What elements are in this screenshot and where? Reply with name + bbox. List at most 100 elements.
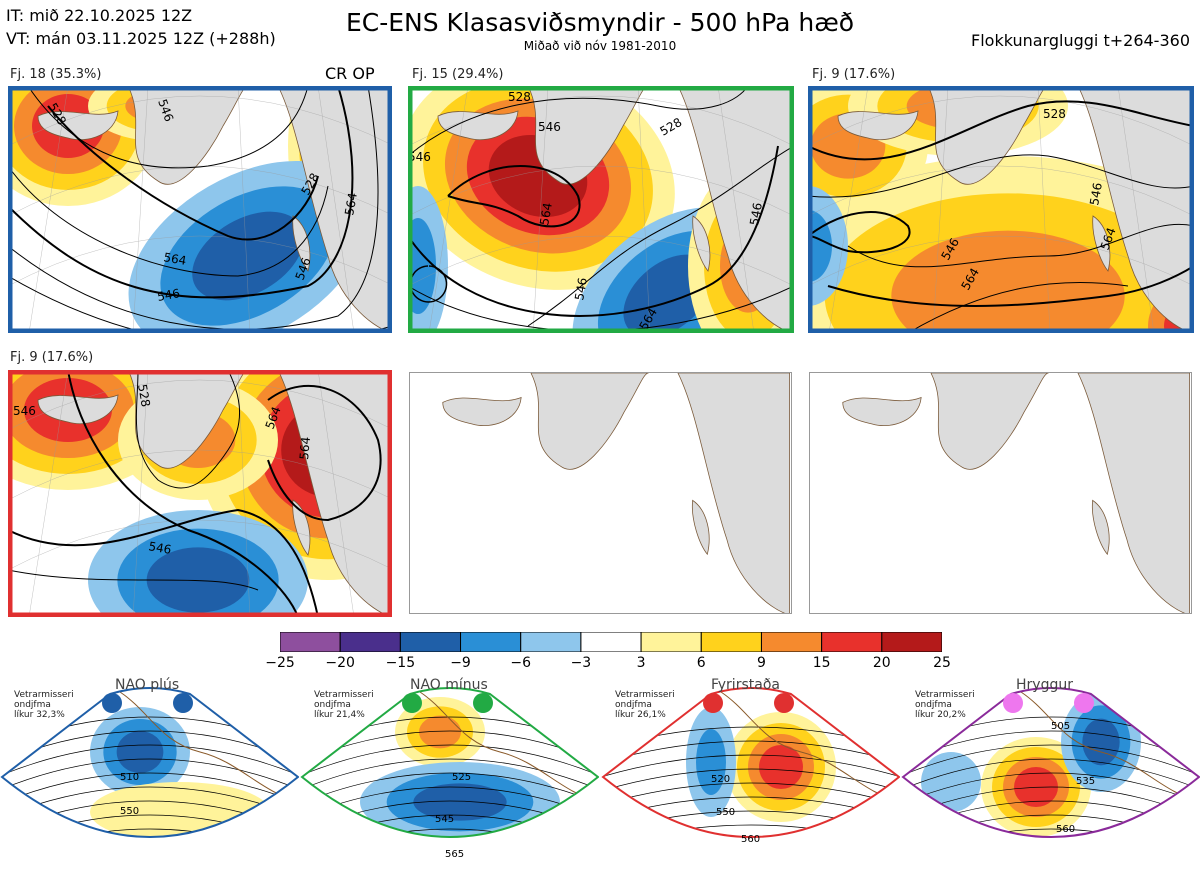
contour-label: 546 [408, 150, 431, 164]
colorbar-swatch [339, 631, 401, 653]
regime-note: Vetrarmisseri [915, 690, 975, 700]
regime-contour-label: 565 [445, 849, 464, 860]
colorbar-tick: −20 [325, 655, 355, 671]
colorbar-swatch [399, 631, 462, 653]
empty-map-svg [842, 373, 1191, 613]
colorbar-tick: −6 [510, 655, 532, 671]
panel-4-label: Fj. 9 (17.6%) [10, 350, 94, 365]
colorbar-tick: 3 [636, 655, 646, 671]
regime-note: líkur 21,4% [314, 710, 365, 720]
regime-contour-label: 550 [120, 806, 139, 817]
colorbar-tick: −25 [265, 655, 295, 671]
header-info: IT: mið 22.10.2025 12Z VT: mán 03.11.202… [6, 4, 276, 50]
colorbar-tick: 25 [933, 655, 951, 671]
regime-contour-label: 560 [741, 834, 760, 845]
colorbar-tick: −3 [570, 655, 592, 671]
regime-map-svg: 505 535 560 [901, 687, 1200, 838]
regime-panel: 505 535 560 Hryggur Vetrarmisseri ondjfma líku… [901, 672, 1200, 871]
regime-title: Hryggur [1016, 677, 1073, 693]
issue-time: IT: mið 22.10.2025 12Z [6, 6, 193, 25]
colorbar-swatch [520, 631, 582, 653]
empty-map-svg [442, 373, 791, 613]
contour-label: 546 [538, 120, 561, 134]
regime-contour-label: 560 [1056, 824, 1075, 835]
regime-center-dot [774, 693, 794, 713]
contour-label: 564 [342, 192, 360, 217]
regime-title: NAO plús [115, 677, 180, 693]
contour-label: 546 [147, 539, 172, 557]
regime-contour-label: 505 [1051, 721, 1070, 732]
colorbar-tick: 9 [756, 655, 766, 671]
regime-contour-label: 550 [716, 807, 735, 818]
contour-label: 546 [1087, 182, 1105, 207]
panel-2-label: Fj. 15 (29.4%) [412, 67, 504, 82]
regime-title: Fyrirstaða [711, 677, 780, 693]
contour-label: 564 [162, 250, 187, 268]
regime-center-dot [173, 693, 193, 713]
contour-label: 564 [297, 436, 313, 460]
regime-map-svg: 520 550 560 [601, 687, 901, 845]
regime-contour-label: 545 [435, 814, 454, 825]
regime-map-svg: 510 550 [0, 687, 300, 838]
contour-label: 564 [537, 202, 555, 227]
colorbar-tick: 20 [872, 655, 891, 671]
regime-center-dot [402, 693, 422, 713]
regime-center-dot [102, 693, 122, 713]
regime-center-dot [1003, 693, 1023, 713]
regime-center-dot [1074, 693, 1094, 713]
regime-contour-label: 525 [452, 772, 471, 783]
contour-label: 528 [658, 115, 685, 139]
classification-window: Flokkunargluggi t+264-360 [971, 31, 1190, 50]
regime-contour-label: 510 [120, 772, 139, 783]
panel-3-label: Fj. 9 (17.6%) [812, 67, 896, 82]
colorbar-swatch [279, 631, 341, 653]
regime-note: Vetrarmisseri [615, 690, 675, 700]
colorbar-swatch [580, 631, 642, 653]
contour-label: 546 [747, 202, 765, 227]
valid-time: VT: mán 03.11.2025 12Z (+288h) [6, 29, 276, 48]
chart-subtitle: Miðað við nóv 1981-2010 [523, 39, 677, 53]
cluster-map-2: 528 546 528 564 546 546 546 564 [408, 86, 794, 333]
regime-contour-label: 535 [1076, 776, 1095, 787]
panel-1-crop: CR OP [325, 64, 375, 83]
regime-note: líkur 32,3% [14, 710, 65, 720]
colorbar-swatch [881, 631, 943, 653]
cluster-map-3: 528 546 546 564 564 [808, 86, 1194, 333]
cluster-map-1: 528 546 564 528 546 546 564 [8, 86, 392, 333]
colorbar-tick: −15 [385, 655, 416, 671]
regime-center-dot [703, 693, 723, 713]
regime-note: Vetrarmisseri [14, 690, 74, 700]
colorbar-tick: 6 [696, 655, 706, 671]
regime-note: líkur 26,1% [615, 710, 666, 720]
regime-note: ondjfma [314, 700, 351, 710]
empty-map-1 [409, 372, 792, 614]
regime-note: ondjfma [915, 700, 952, 710]
colorbar-swatch [460, 631, 522, 653]
colorbar-swatch [821, 631, 883, 653]
regime-center-dot [473, 693, 493, 713]
colorbar-swatch [700, 631, 762, 653]
panel-1-label: Fj. 18 (35.3%) [10, 67, 102, 82]
colorbar-swatch [640, 631, 702, 653]
contour-label: 546 [13, 404, 36, 418]
regime-note: ondjfma [14, 700, 51, 710]
chart-title: EC-ENS Klasasviðsmyndir - 500 hPa hæð [345, 8, 855, 37]
colorbar-tick: 15 [812, 655, 831, 671]
regime-contour-label: 520 [711, 774, 730, 785]
contour-label: 528 [135, 383, 153, 408]
colorbar-tick: −9 [450, 655, 471, 671]
regime-map-svg: 525 545 565 [300, 687, 600, 860]
contour-label: 546 [572, 277, 590, 302]
contour-label: 528 [1043, 107, 1066, 121]
empty-map-2 [809, 372, 1192, 614]
regime-note: Vetrarmisseri [314, 690, 374, 700]
colorbar [279, 631, 943, 653]
colorbar-swatch [760, 631, 823, 653]
regime-note: líkur 20,2% [915, 710, 966, 720]
cluster-map-4: 528 546 564 546 564 [8, 370, 392, 617]
regime-panel: 510 550 NAO plús Vetrarmisseri ondjfma líkur … [0, 672, 300, 871]
